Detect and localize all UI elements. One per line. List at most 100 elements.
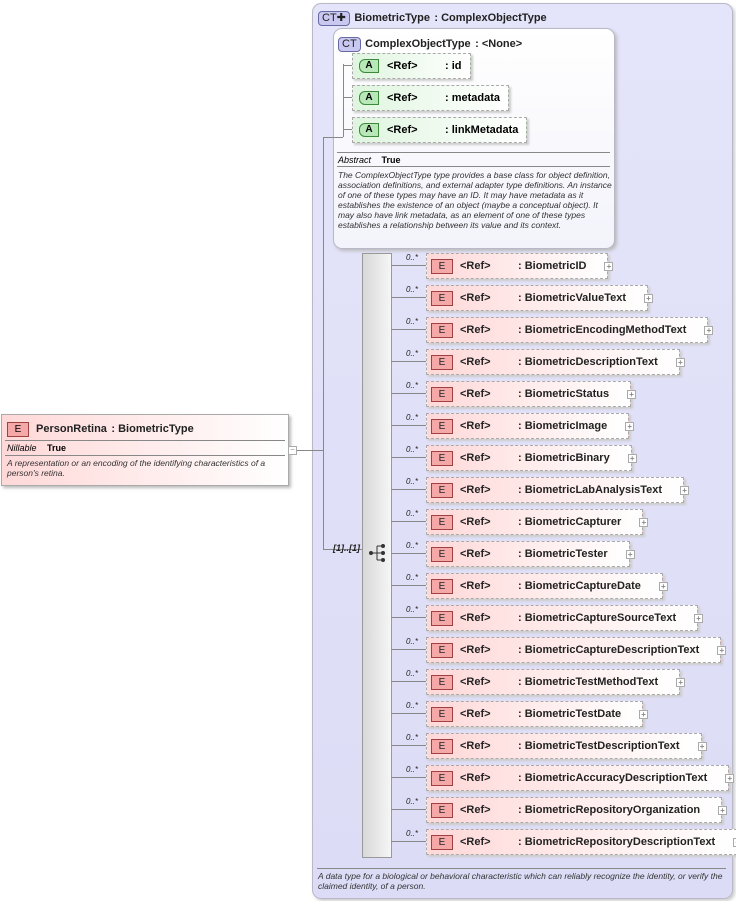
element-box[interactable]: E <Ref>: BiometricDescriptionText + bbox=[426, 349, 685, 375]
expand-icon[interactable]: + bbox=[639, 709, 649, 719]
element-icon: E bbox=[431, 642, 453, 658]
connector bbox=[391, 809, 426, 810]
element-name: : BiometricRepositoryOrganization bbox=[518, 804, 701, 816]
element-ref: <Ref> bbox=[460, 644, 491, 656]
biometric-type-base: : ComplexObjectType bbox=[434, 12, 547, 24]
element-cardinality: 0..* bbox=[406, 477, 419, 486]
connector bbox=[391, 777, 426, 778]
expand-icon[interactable]: + bbox=[680, 485, 690, 495]
element-box[interactable]: E <Ref>: BiometricCapturer + bbox=[426, 509, 649, 535]
element-box[interactable]: E <Ref>: BiometricTestDate + bbox=[426, 701, 649, 727]
expand-icon[interactable]: + bbox=[627, 389, 637, 399]
element-name: : BiometricID bbox=[518, 260, 587, 272]
complex-object-type-base: : <None> bbox=[475, 38, 523, 50]
connector bbox=[391, 425, 426, 426]
element-cardinality: 0..* bbox=[406, 797, 419, 806]
element-icon: E bbox=[431, 290, 453, 306]
expand-icon[interactable]: + bbox=[717, 645, 727, 655]
element-box[interactable]: E <Ref>: BiometricTester + bbox=[426, 541, 635, 567]
element-name: : BiometricCaptureDate bbox=[518, 580, 641, 592]
person-retina-element[interactable]: E PersonRetina : BiometricType Nillable … bbox=[1, 414, 289, 486]
element-icon: E bbox=[431, 546, 453, 562]
attribute-box[interactable]: A <Ref>: linkMetadata bbox=[352, 117, 528, 143]
element-ref: <Ref> bbox=[460, 356, 491, 368]
complex-object-type-description: The ComplexObjectType type provides a ba… bbox=[338, 170, 612, 230]
sequence-icon bbox=[369, 544, 385, 562]
expand-icon[interactable]: + bbox=[676, 677, 686, 687]
element-name: : BiometricTestDescriptionText bbox=[518, 740, 680, 752]
element-name: : BiometricValueText bbox=[518, 292, 626, 304]
element-icon: E bbox=[431, 834, 453, 850]
collapse-icon[interactable]: − bbox=[288, 446, 297, 455]
element-icon: E bbox=[431, 610, 453, 626]
connector bbox=[391, 393, 426, 394]
attribute-box[interactable]: A <Ref>: metadata bbox=[352, 85, 510, 111]
element-box[interactable]: E <Ref>: BiometricImage + bbox=[426, 413, 635, 439]
nillable-value: True bbox=[47, 443, 67, 453]
connector bbox=[391, 649, 426, 650]
connector bbox=[343, 65, 355, 66]
element-box[interactable]: E <Ref>: BiometricEncodingMethodText + bbox=[426, 317, 714, 343]
expand-icon[interactable]: + bbox=[694, 613, 704, 623]
element-icon: E bbox=[431, 514, 453, 530]
expand-icon[interactable]: + bbox=[639, 517, 649, 527]
element-cardinality: 0..* bbox=[406, 253, 419, 262]
biometric-type-description: A data type for a biological or behavior… bbox=[318, 871, 723, 891]
element-box[interactable]: E <Ref>: BiometricRepositoryOrganization + bbox=[426, 797, 728, 823]
element-box[interactable]: E <Ref>: BiometricBinary + bbox=[426, 445, 637, 471]
expand-icon[interactable]: + bbox=[644, 293, 653, 303]
element-name: : BiometricBinary bbox=[518, 452, 610, 464]
element-box[interactable]: E <Ref>: BiometricCaptureDescriptionText + bbox=[426, 637, 727, 663]
nillable-label: Nillable bbox=[7, 443, 37, 453]
element-cardinality: 0..* bbox=[406, 349, 419, 358]
element-box[interactable]: E <Ref>: BiometricStatus + bbox=[426, 381, 637, 407]
abstract-label: Abstract bbox=[338, 155, 372, 165]
element-cardinality: 0..* bbox=[406, 317, 419, 326]
connector bbox=[323, 137, 343, 138]
attribute-icon: A bbox=[359, 59, 379, 73]
element-box[interactable]: E <Ref>: BiometricAccuracyDescriptionText… bbox=[426, 765, 735, 791]
element-box[interactable]: E <Ref>: BiometricCaptureDate + bbox=[426, 573, 668, 599]
element-cardinality: 0..* bbox=[406, 509, 419, 518]
attribute-box[interactable]: A <Ref>: id bbox=[352, 53, 471, 79]
expand-icon[interactable]: + bbox=[625, 549, 635, 559]
expand-icon[interactable]: + bbox=[675, 357, 685, 367]
expand-icon[interactable]: + bbox=[625, 421, 635, 431]
expand-icon[interactable]: + bbox=[627, 453, 637, 463]
connector bbox=[296, 450, 323, 451]
element-cardinality: 0..* bbox=[406, 637, 419, 646]
sequence-cardinality: [1]..[1] bbox=[333, 543, 360, 553]
divider bbox=[317, 868, 726, 869]
element-cardinality: 0..* bbox=[406, 733, 419, 742]
attribute-name: : metadata bbox=[445, 92, 501, 104]
element-icon: E bbox=[431, 418, 453, 434]
connector bbox=[391, 489, 426, 490]
expand-icon[interactable]: + bbox=[697, 741, 707, 751]
element-box[interactable]: E <Ref>: BiometricCaptureSourceText + bbox=[426, 605, 704, 631]
element-cardinality: 0..* bbox=[406, 701, 419, 710]
element-box[interactable]: E <Ref>: BiometricTestMethodText + bbox=[426, 669, 686, 695]
element-ref: <Ref> bbox=[460, 676, 491, 688]
element-cardinality: 0..* bbox=[406, 381, 419, 390]
expand-icon[interactable]: + bbox=[604, 261, 614, 271]
element-ref: <Ref> bbox=[460, 388, 491, 400]
element-ref: <Ref> bbox=[460, 708, 491, 720]
element-box[interactable]: E <Ref>: BiometricID + bbox=[426, 253, 614, 279]
element-icon: E bbox=[431, 450, 453, 466]
connector bbox=[391, 681, 426, 682]
element-cardinality: 0..* bbox=[406, 829, 419, 838]
element-box[interactable]: E <Ref>: BiometricLabAnalysisText + bbox=[426, 477, 690, 503]
element-box[interactable]: E <Ref>: BiometricTestDescriptionText + bbox=[426, 733, 707, 759]
connector bbox=[391, 745, 426, 746]
element-box[interactable]: E <Ref>: BiometricRepositoryDescriptionTe… bbox=[426, 829, 736, 855]
biometric-type-header: CT✚ BiometricType : ComplexObjectType bbox=[318, 8, 547, 26]
complex-object-type-header: CT ComplexObjectType : <None> bbox=[338, 34, 522, 52]
expand-icon[interactable]: + bbox=[725, 773, 735, 783]
element-box[interactable]: E <Ref>: BiometricValueText + bbox=[426, 285, 653, 311]
attribute-ref: <Ref> bbox=[387, 124, 418, 136]
expand-icon[interactable]: + bbox=[658, 581, 668, 591]
expand-icon[interactable]: + bbox=[704, 325, 714, 335]
connector bbox=[391, 361, 426, 362]
expand-icon[interactable]: + bbox=[718, 805, 728, 815]
connector bbox=[391, 265, 426, 266]
